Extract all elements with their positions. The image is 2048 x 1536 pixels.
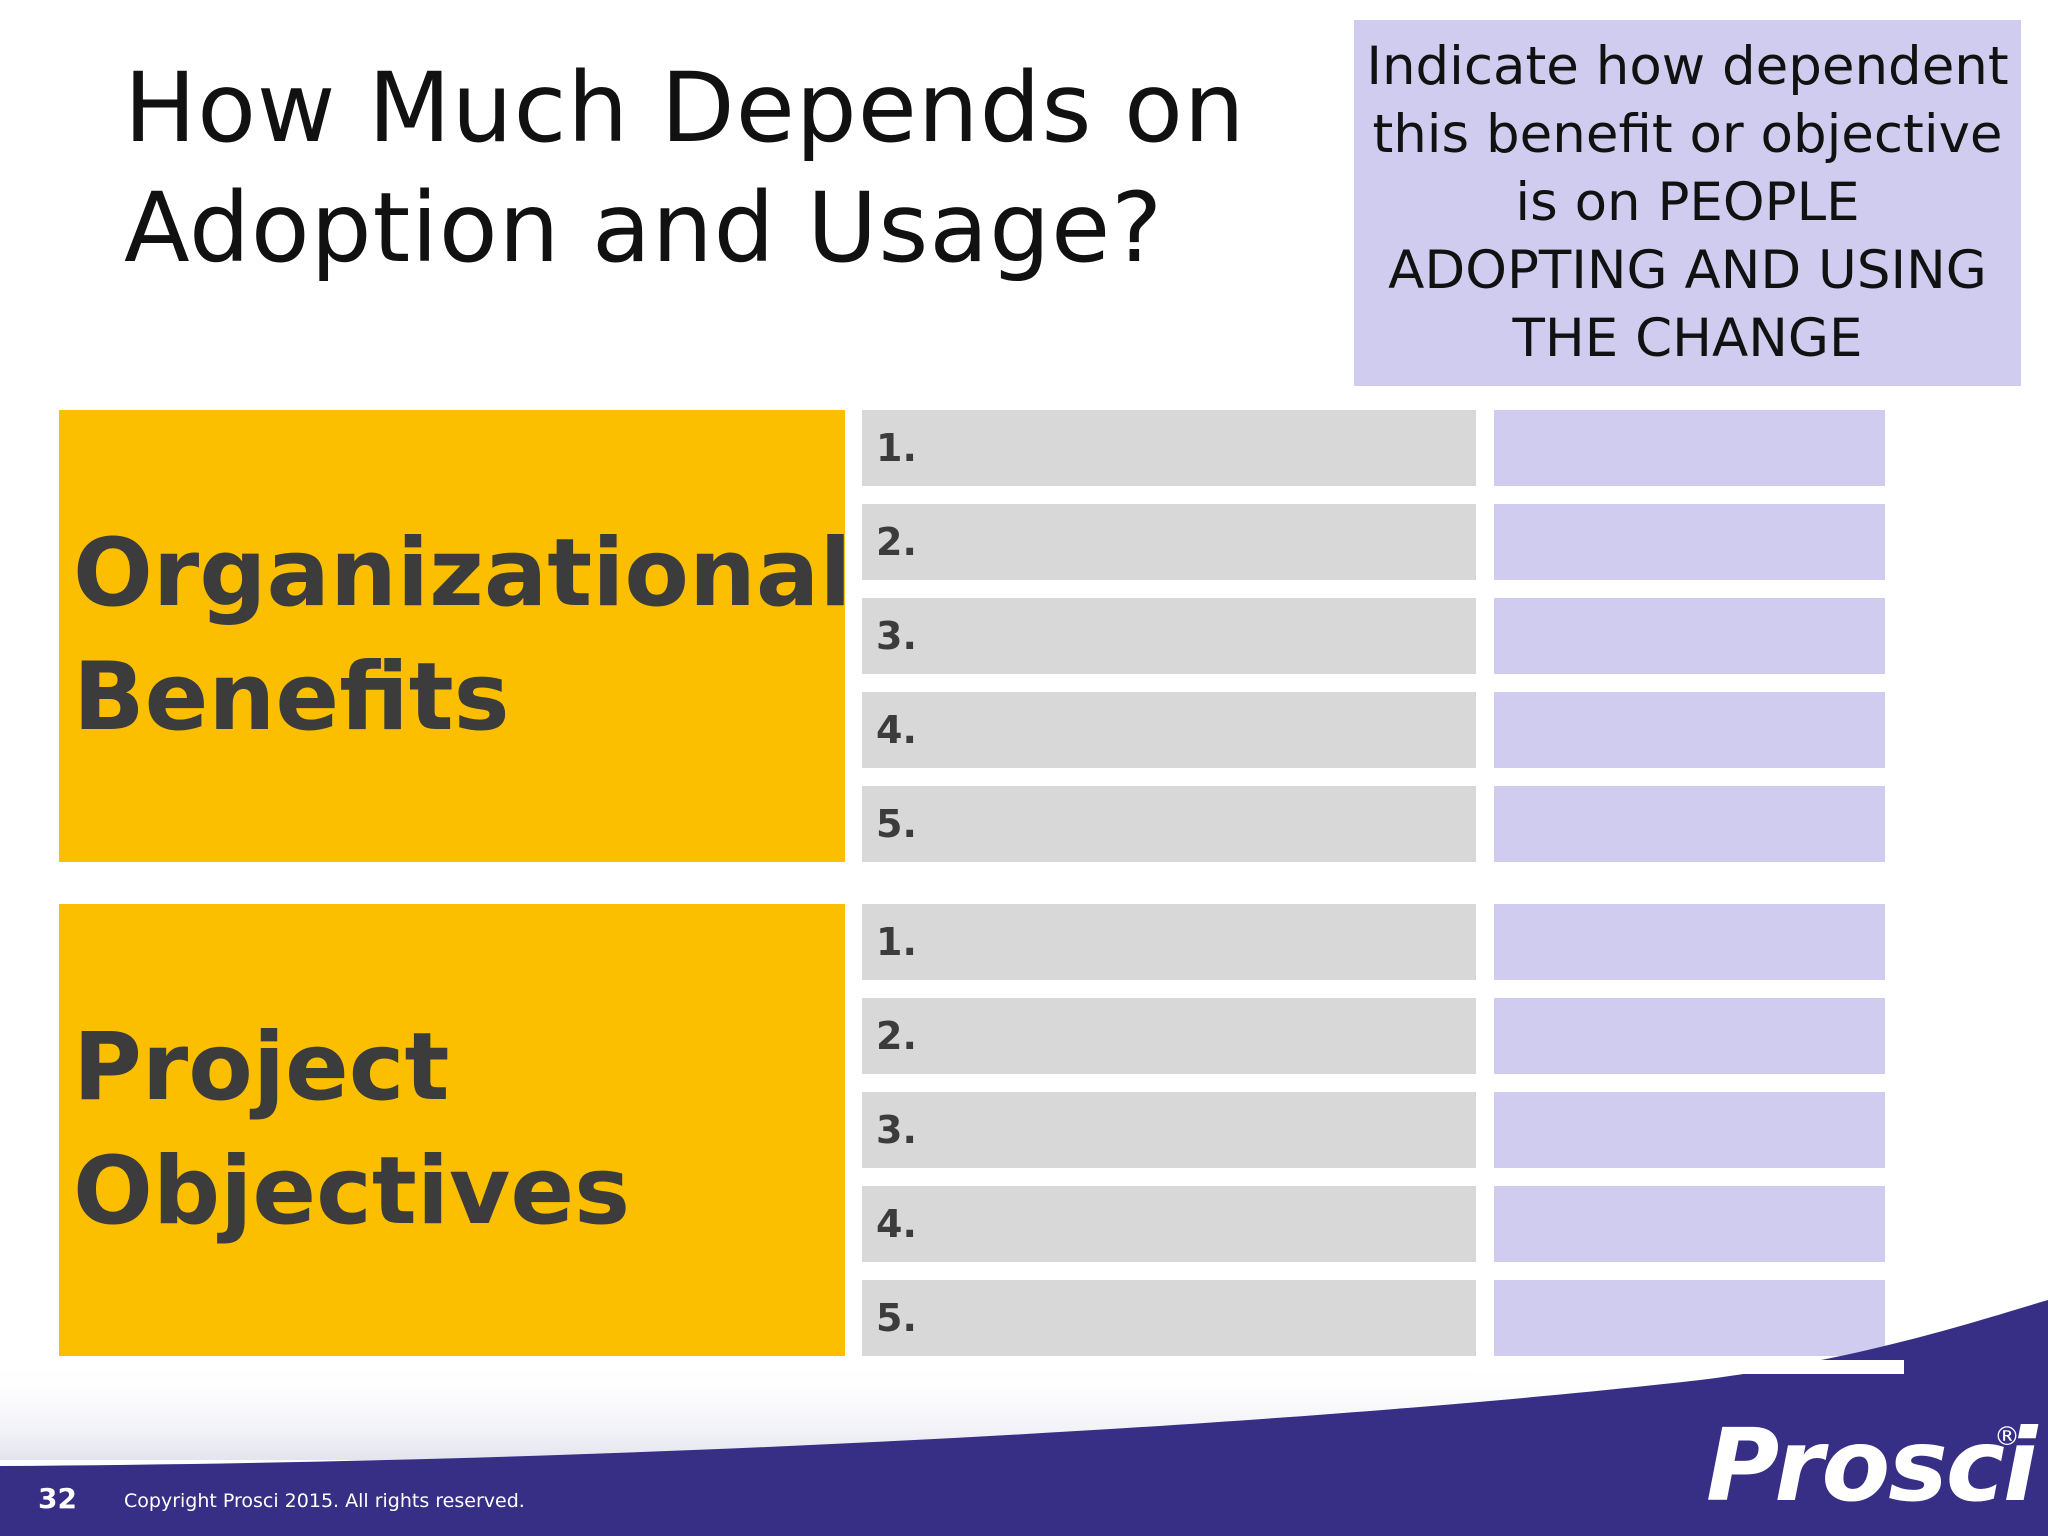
item-number: 3.: [876, 614, 917, 658]
category-label-line-2: Objectives: [73, 1137, 631, 1246]
instruction-line-5: THE CHANGE: [1512, 308, 1863, 369]
item-number: 2.: [876, 520, 917, 564]
benefit-rating-1[interactable]: [1494, 410, 1885, 486]
benefit-item-5[interactable]: 5.: [862, 786, 1476, 862]
objective-item-5[interactable]: 5.: [862, 1280, 1476, 1356]
item-number: 4.: [876, 1202, 917, 1246]
registered-mark: ®: [1994, 1422, 2020, 1452]
objective-item-2[interactable]: 2.: [862, 998, 1476, 1074]
benefit-rating-3[interactable]: [1494, 598, 1885, 674]
benefit-item-1[interactable]: 1.: [862, 410, 1476, 486]
slide-number: 32: [38, 1482, 77, 1515]
organizational-benefits-box: Organizational Benefits: [59, 410, 852, 862]
objective-rating-3[interactable]: [1494, 1092, 1885, 1168]
category-label-line-1: Project: [73, 1013, 450, 1122]
item-number: 4.: [876, 708, 917, 752]
benefit-item-3[interactable]: 3.: [862, 598, 1476, 674]
slide-title: How Much Depends on Adoption and Usage?: [124, 48, 1324, 288]
item-number: 2.: [876, 1014, 917, 1058]
footer-band: [0, 1300, 2048, 1536]
instruction-line-4: ADOPTING AND USING: [1388, 240, 1987, 301]
instruction-line-2: this benefit or objective: [1372, 104, 2003, 165]
slide-title-line-1: How Much Depends on: [124, 52, 1246, 164]
benefit-rating-2[interactable]: [1494, 504, 1885, 580]
objective-rating-2[interactable]: [1494, 998, 1885, 1074]
project-objectives-box: Project Objectives: [59, 904, 845, 1356]
item-number: 5.: [876, 1296, 917, 1340]
instruction-line-1: Indicate how dependent: [1366, 36, 2009, 97]
item-number: 1.: [876, 920, 917, 964]
objective-rating-5[interactable]: [1494, 1280, 1885, 1356]
instruction-box: Indicate how dependent this benefit or o…: [1354, 20, 2021, 386]
benefit-rating-4[interactable]: [1494, 692, 1885, 768]
objective-item-3[interactable]: 3.: [862, 1092, 1476, 1168]
table-edge: [1476, 1360, 1904, 1374]
objective-item-1[interactable]: 1.: [862, 904, 1476, 980]
category-label-line-1: Organizational: [73, 519, 852, 628]
benefit-rating-5[interactable]: [1494, 786, 1885, 862]
item-number: 5.: [876, 802, 917, 846]
instruction-line-3: is on PEOPLE: [1515, 172, 1860, 233]
objective-rating-1[interactable]: [1494, 904, 1885, 980]
item-number: 3.: [876, 1108, 917, 1152]
benefit-item-2[interactable]: 2.: [862, 504, 1476, 580]
prosci-logo: Prosci: [1706, 1407, 2037, 1524]
copyright-text: Copyright Prosci 2015. All rights reserv…: [124, 1490, 525, 1512]
category-label-line-2: Benefits: [73, 643, 510, 752]
objective-item-4[interactable]: 4.: [862, 1186, 1476, 1262]
item-number: 1.: [876, 426, 917, 470]
objective-rating-4[interactable]: [1494, 1186, 1885, 1262]
slide-title-line-2: Adoption and Usage?: [124, 172, 1164, 284]
benefit-item-4[interactable]: 4.: [862, 692, 1476, 768]
